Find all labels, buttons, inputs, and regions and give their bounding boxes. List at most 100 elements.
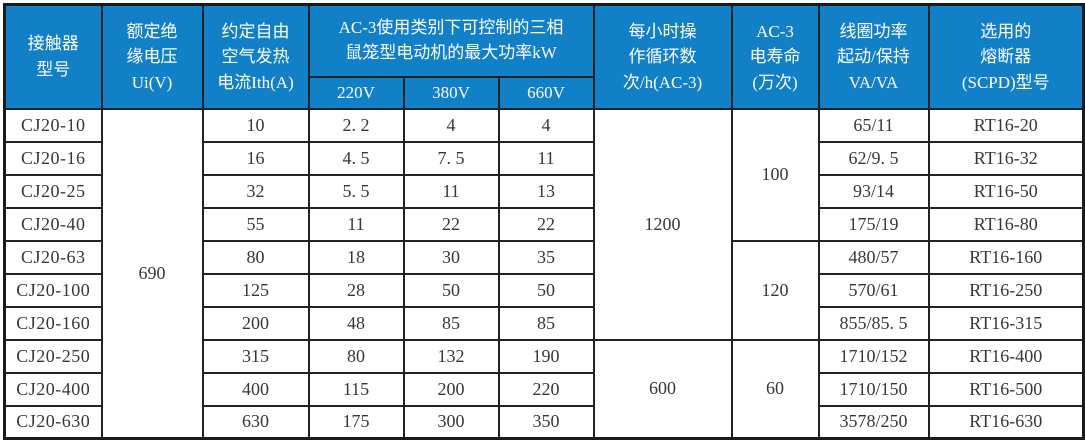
cell-power-380v: 200: [402, 371, 500, 407]
cell-fuse-model: RT16-250: [927, 272, 1085, 308]
col-header-cycles-per-hour: 每小时操 作循环数 次/h(AC-3): [592, 3, 733, 110]
table-row: CJ20-630 630 175 300 350 3578/250 RT16-6…: [3, 404, 1085, 440]
cell-power-380v: 300: [402, 404, 500, 440]
cell-power-660v: 190: [497, 338, 595, 374]
cell-model: CJ20-40: [3, 206, 103, 242]
cell-power-380v: 132: [402, 338, 500, 374]
cell-fuse-model: RT16-32: [927, 140, 1085, 176]
cell-model: CJ20-250: [3, 338, 103, 374]
table-row: CJ20-100 125 28 50 50 570/61 RT16-250: [3, 272, 1085, 308]
table-row: CJ20-16 16 4. 5 7. 5 11 62/9. 5 RT16-32: [3, 140, 1085, 176]
cell-electrical-life: 60: [730, 338, 820, 440]
cell-coil-power: 1710/152: [817, 338, 930, 374]
table-row: CJ20-10 690 10 2. 2 4 4 1200 100 65/11 R…: [3, 107, 1085, 440]
col-header-model: 接触器 型号: [3, 3, 103, 110]
cell-coil-power: 855/85. 5: [817, 305, 930, 341]
cell-fuse-model: RT16-80: [927, 206, 1085, 242]
cell-fuse-model: RT16-50: [927, 173, 1085, 209]
table-row: CJ20-40 55 11 22 22 175/19 RT16-80: [3, 206, 1085, 242]
cell-ith: 80: [201, 239, 310, 275]
cell-fuse-model: RT16-315: [927, 305, 1085, 341]
col-header-electrical-life: AC-3 电寿命 (万次): [730, 3, 820, 110]
cell-power-660v: 220: [497, 371, 595, 407]
cell-power-380v: 22: [402, 206, 500, 242]
cell-ith: 55: [201, 206, 310, 242]
cell-cycles-per-hour: 600: [592, 338, 733, 440]
cell-fuse-model: RT16-630: [927, 404, 1085, 440]
cell-power-660v: 350: [497, 404, 595, 440]
cell-ith: 630: [201, 404, 310, 440]
table-row: CJ20-250 315 80 132 190 600 60 1710/152 …: [3, 338, 1085, 440]
cell-power-220v: 11: [307, 206, 405, 242]
cell-model: CJ20-10: [3, 107, 103, 143]
cell-model: CJ20-160: [3, 305, 103, 341]
cell-ith: 125: [201, 272, 310, 308]
cell-power-380v: 85: [402, 305, 500, 341]
cell-power-380v: 30: [402, 239, 500, 275]
col-header-660v: 660V: [497, 75, 595, 110]
cell-coil-power: 62/9. 5: [817, 140, 930, 176]
cell-ui-voltage: 690: [100, 107, 204, 440]
cell-electrical-life: 120: [730, 239, 820, 341]
cell-ith: 200: [201, 305, 310, 341]
cell-power-660v: 4: [497, 107, 595, 143]
cell-power-220v: 28: [307, 272, 405, 308]
cell-power-220v: 175: [307, 404, 405, 440]
cell-coil-power: 3578/250: [817, 404, 930, 440]
cell-coil-power: 65/11: [817, 107, 930, 143]
cell-power-220v: 115: [307, 371, 405, 407]
cell-model: CJ20-63: [3, 239, 103, 275]
cell-ith: 315: [201, 338, 310, 374]
col-header-insulation-voltage: 额定绝 缘电压 Ui(V): [100, 3, 204, 110]
cell-power-660v: 22: [497, 206, 595, 242]
cell-power-660v: 11: [497, 140, 595, 176]
cell-power-220v: 5. 5: [307, 173, 405, 209]
cell-ith: 400: [201, 371, 310, 407]
cell-fuse-model: RT16-160: [927, 239, 1085, 275]
cell-power-220v: 2. 2: [307, 107, 405, 143]
header-row-voltages: 220V 380V 660V: [5, 75, 1084, 110]
cell-coil-power: 480/57: [817, 239, 930, 275]
table-row: CJ20-25 32 5. 5 11 13 93/14 RT16-50: [3, 173, 1085, 209]
contactor-spec-table: 接触器 型号 额定绝 缘电压 Ui(V) 约定自由 空气发热 电流Ith(A) …: [3, 3, 1085, 440]
cell-ith: 16: [201, 140, 310, 176]
cell-cycles-per-hour: 1200: [592, 107, 733, 341]
cell-fuse-model: RT16-20: [927, 107, 1085, 143]
table-row: CJ20-63 80 18 30 35 120 480/57 RT16-160: [3, 239, 1085, 341]
cell-power-380v: 4: [402, 107, 500, 143]
cell-model: CJ20-16: [3, 140, 103, 176]
header-row-main: 接触器 型号 额定绝 缘电压 Ui(V) 约定自由 空气发热 电流Ith(A) …: [3, 3, 1085, 110]
cell-power-660v: 35: [497, 239, 595, 275]
col-header-coil-power: 线圈功率 起动/保持 VA/VA: [817, 3, 930, 110]
cell-fuse-model: RT16-500: [927, 371, 1085, 407]
cell-power-220v: 4. 5: [307, 140, 405, 176]
cell-fuse-model: RT16-400: [927, 338, 1085, 374]
cell-power-660v: 50: [497, 272, 595, 308]
cell-coil-power: 1710/150: [817, 371, 930, 407]
col-header-fuse: 选用的 熔断器 (SCPD)型号: [927, 3, 1085, 110]
col-header-ac3-max-power: AC-3使用类别下可控制的三相 鼠笼型电动机的最大功率kW: [307, 3, 595, 78]
cell-power-380v: 50: [402, 272, 500, 308]
cell-power-660v: 85: [497, 305, 595, 341]
col-header-thermal-current: 约定自由 空气发热 电流Ith(A): [201, 3, 310, 110]
cell-electrical-life: 100: [730, 107, 820, 242]
cell-power-660v: 13: [497, 173, 595, 209]
cell-power-220v: 18: [307, 239, 405, 275]
cell-coil-power: 570/61: [817, 272, 930, 308]
cell-model: CJ20-630: [3, 404, 103, 440]
cell-power-380v: 7. 5: [402, 140, 500, 176]
cell-coil-power: 93/14: [817, 173, 930, 209]
table-row: CJ20-160 200 48 85 85 855/85. 5 RT16-315: [3, 305, 1085, 341]
col-header-380v: 380V: [402, 75, 500, 110]
cell-model: CJ20-25: [3, 173, 103, 209]
cell-ith: 32: [201, 173, 310, 209]
cell-power-220v: 80: [307, 338, 405, 374]
cell-model: CJ20-400: [3, 371, 103, 407]
cell-power-380v: 11: [402, 173, 500, 209]
cell-coil-power: 175/19: [817, 206, 930, 242]
cell-power-220v: 48: [307, 305, 405, 341]
col-header-220v: 220V: [307, 75, 405, 110]
cell-ith: 10: [201, 107, 310, 143]
cell-model: CJ20-100: [3, 272, 103, 308]
table-row: CJ20-400 400 115 200 220 1710/150 RT16-5…: [3, 371, 1085, 407]
